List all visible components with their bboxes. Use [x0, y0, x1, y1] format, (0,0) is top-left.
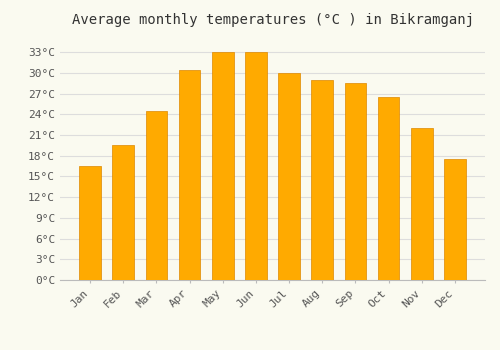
Bar [179, 70, 201, 280]
Bar [146, 111, 167, 280]
Bar [212, 52, 234, 280]
Bar [411, 128, 432, 280]
Bar [278, 73, 300, 280]
Bar [444, 159, 466, 280]
Bar [80, 166, 101, 280]
Bar [112, 145, 134, 280]
Bar [378, 97, 400, 280]
Title: Average monthly temperatures (°C ) in Bikramganj: Average monthly temperatures (°C ) in Bi… [72, 13, 473, 27]
Bar [245, 52, 266, 280]
Bar [312, 80, 333, 280]
Bar [344, 83, 366, 280]
